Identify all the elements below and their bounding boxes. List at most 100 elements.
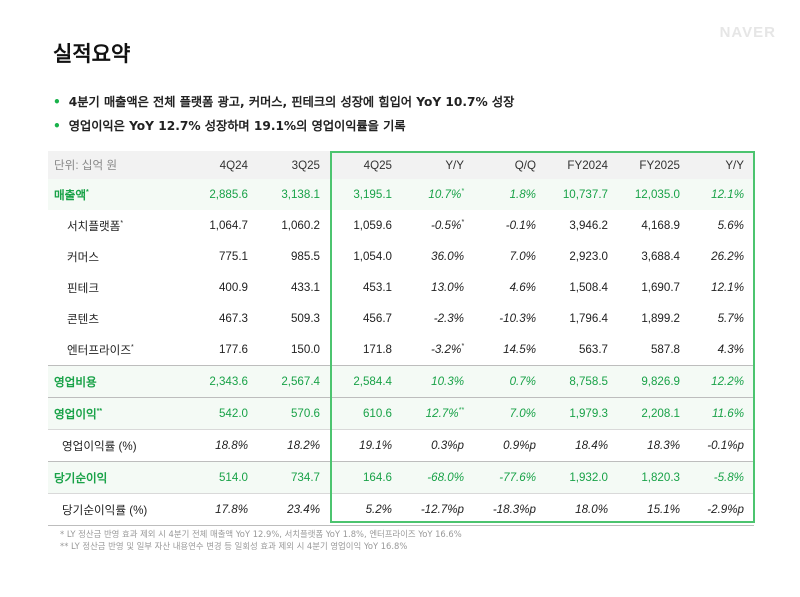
- footnote-mark: *: [120, 219, 124, 227]
- table-cell: -10.3%: [499, 312, 536, 325]
- table-cell: 12,035.0: [618, 179, 690, 210]
- footnote: ** LY 정산금 반영 및 일부 자산 내용연수 변경 등 일회성 효과 제외…: [60, 541, 408, 551]
- table-cell: 456.7: [362, 312, 392, 325]
- table-cell: 1,060.2: [281, 219, 320, 232]
- table-cell: -77.6%: [474, 461, 546, 494]
- table-cell: 12.2%: [690, 365, 754, 398]
- table-cell: 3,138.1: [258, 179, 330, 210]
- row-label: 영업비용: [48, 365, 188, 398]
- table-cell: -3.2%*: [430, 343, 464, 356]
- table-cell: 23.4%: [258, 493, 330, 526]
- table-cell: 26.2%: [711, 250, 744, 263]
- table-cell: 15.1%: [618, 493, 690, 526]
- row-label: 콘텐츠: [67, 312, 99, 326]
- row-label: 매출액*: [48, 179, 188, 210]
- table-cell: -0.1%: [505, 219, 536, 232]
- table-cell: 0.3%p: [402, 429, 474, 462]
- table-cell: 610.6: [330, 397, 402, 430]
- column-header: 4Q24: [188, 151, 258, 179]
- table-cell: 177.6: [218, 343, 248, 356]
- table-cell: 5.6%: [717, 219, 744, 232]
- bullet-dot-icon: •: [53, 95, 61, 109]
- footnote-mark: *: [461, 188, 464, 196]
- footnote-mark: *: [131, 343, 134, 351]
- table-cell: 1.8%: [474, 179, 546, 210]
- table-cell: -12.7%p: [402, 493, 474, 526]
- table-row-enterprise: 엔터프라이즈* 177.6 150.0 171.8 -3.2%* 14.5% 5…: [48, 334, 754, 366]
- table-row-net-income: 당기순이익 514.0 734.7 164.6 -68.0% -77.6% 1,…: [48, 461, 754, 494]
- table-row-revenue: 매출액* 2,885.6 3,138.1 3,195.1 10.7%* 1.8%…: [48, 179, 754, 210]
- row-label: 당기순이익률 (%): [48, 493, 188, 526]
- table-cell: 18.8%: [188, 429, 258, 462]
- table-cell: 542.0: [188, 397, 258, 430]
- table-cell: 1,059.6: [353, 219, 392, 232]
- table-cell: 1,932.0: [546, 461, 618, 494]
- column-header: 4Q25: [330, 151, 402, 179]
- table-cell: 13.0%: [431, 281, 464, 294]
- table-cell: 3,946.2: [569, 219, 608, 232]
- table-cell: -68.0%: [402, 461, 474, 494]
- table-cell: 5.7%: [717, 312, 744, 325]
- table-cell: 10.7%*: [402, 179, 474, 210]
- naver-logo: NAVER: [719, 24, 776, 41]
- footnote-mark: *: [86, 188, 89, 196]
- column-header: Y/Y: [402, 151, 474, 179]
- table-cell: 1,508.4: [569, 281, 608, 294]
- table-cell: 433.1: [290, 281, 320, 294]
- table-cell: 2,923.0: [569, 250, 608, 263]
- row-label: 영업이익률 (%): [48, 429, 188, 462]
- footnote-mark: **: [458, 407, 464, 415]
- table-cell: 0.7%: [474, 365, 546, 398]
- table-cell: 9,826.9: [618, 365, 690, 398]
- table-cell: 11.6%: [690, 397, 754, 430]
- table-cell: 0.9%p: [474, 429, 546, 462]
- table-cell: 400.9: [218, 281, 248, 294]
- table-row-operating-expenses: 영업비용 2,343.6 2,567.4 2,584.4 10.3% 0.7% …: [48, 365, 754, 398]
- table-cell: 3,688.4: [641, 250, 680, 263]
- table-cell: 2,343.6: [188, 365, 258, 398]
- table-cell: 509.3: [290, 312, 320, 325]
- table-cell: 14.5%: [503, 343, 536, 356]
- table-cell: 1,899.2: [641, 312, 680, 325]
- table-row-contents: 콘텐츠 467.3 509.3 456.7 -2.3% -10.3% 1,796…: [48, 303, 754, 334]
- table-cell: 453.1: [362, 281, 392, 294]
- table-cell: 734.7: [258, 461, 330, 494]
- row-label: 핀테크: [67, 281, 99, 295]
- table-cell: 2,567.4: [258, 365, 330, 398]
- table-cell: 12.1%: [690, 179, 754, 210]
- financial-summary-table: 단위: 십억 원 4Q24 3Q25 4Q25 Y/Y Q/Q FY2024 F…: [48, 151, 754, 526]
- table-row-operating-margin: 영업이익률 (%) 18.8% 18.2% 19.1% 0.3%p 0.9%p …: [48, 429, 754, 462]
- bullet-text: 4분기 매출액은 전체 플랫폼 광고, 커머스, 핀테크의 성장에 힘입어 Yo…: [68, 95, 515, 109]
- column-header: FY2025: [618, 151, 690, 179]
- table-cell: -5.8%: [690, 461, 754, 494]
- row-label: 당기순이익: [48, 461, 188, 494]
- table-cell: 171.8: [362, 343, 392, 356]
- table-cell: 1,064.7: [209, 219, 248, 232]
- table-cell: 18.2%: [258, 429, 330, 462]
- table-cell: -0.5%*: [430, 219, 464, 232]
- table-cell: 467.3: [218, 312, 248, 325]
- table-cell: 1,690.7: [641, 281, 680, 294]
- table-cell: 2,885.6: [188, 179, 258, 210]
- bullet-text: 영업이익은 YoY 12.7% 성장하며 19.1%의 영업이익률을 기록: [68, 119, 406, 133]
- footnote-mark: *: [461, 219, 464, 227]
- column-header: Y/Y: [690, 151, 754, 179]
- bullet-item: • 4분기 매출액은 전체 플랫폼 광고, 커머스, 핀테크의 성장에 힘입어 Y…: [53, 92, 514, 116]
- table-cell: -2.3%: [433, 312, 464, 325]
- column-header: 3Q25: [258, 151, 330, 179]
- table-cell: -18.3%p: [474, 493, 546, 526]
- table-cell: 985.5: [290, 250, 320, 263]
- unit-label: 단위: 십억 원: [48, 151, 188, 179]
- table-cell: 8,758.5: [546, 365, 618, 398]
- table-header-row: 단위: 십억 원 4Q24 3Q25 4Q25 Y/Y Q/Q FY2024 F…: [48, 151, 754, 179]
- footnotes: * LY 정산금 반영 효과 제외 시 4분기 전체 매출액 YoY 12.9%…: [60, 528, 462, 552]
- table-cell: 2,584.4: [330, 365, 402, 398]
- table-cell: 18.3%: [618, 429, 690, 462]
- table-cell: 12.7%**: [402, 397, 474, 430]
- table-cell: 150.0: [290, 343, 320, 356]
- table-cell: 4,168.9: [641, 219, 680, 232]
- row-label: 영업이익**: [48, 397, 188, 430]
- table-cell: 587.8: [650, 343, 680, 356]
- footnote-mark: *: [461, 343, 464, 351]
- page-title: 실적요약: [53, 42, 131, 66]
